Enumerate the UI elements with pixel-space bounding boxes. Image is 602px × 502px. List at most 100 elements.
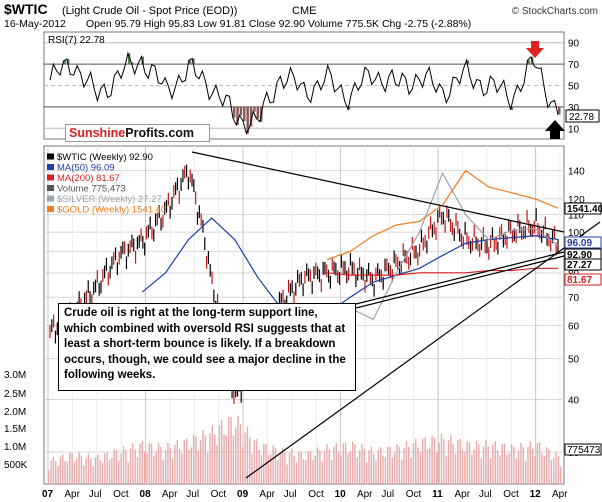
volume-bar xyxy=(494,441,496,484)
price-flag-text: 27.27 xyxy=(567,260,592,271)
volume-bar xyxy=(538,442,541,484)
volume-bar xyxy=(356,457,359,484)
x-tick-label: 07 xyxy=(42,489,54,500)
volume-bar xyxy=(405,441,408,484)
volume-bar xyxy=(94,457,97,484)
volume-bar xyxy=(97,454,99,484)
volume-bar xyxy=(188,449,190,484)
volume-tick-label: 2.0M xyxy=(4,407,26,418)
legend-swatch xyxy=(47,164,54,170)
volume-bar xyxy=(424,437,426,484)
volume-bar xyxy=(398,447,401,484)
volume-bar xyxy=(153,455,155,484)
volume-bar xyxy=(529,441,532,484)
volume-bar xyxy=(204,435,207,484)
volume-bar xyxy=(286,464,288,484)
symbol-title: $WTIC xyxy=(4,1,48,17)
volume-bar xyxy=(181,453,183,484)
rsi-tick-label: 30 xyxy=(568,103,580,114)
volume-bar xyxy=(122,446,125,484)
volume-bar xyxy=(499,455,501,484)
rsi-value-flag xyxy=(565,109,600,123)
legend-entry: Volume 775,473 xyxy=(57,184,126,195)
volume-bar xyxy=(342,443,344,484)
volume-bar xyxy=(319,449,321,484)
volume-bar xyxy=(136,457,139,484)
volume-bar xyxy=(309,450,312,484)
volume-bar xyxy=(155,451,157,484)
volume-bar xyxy=(232,435,235,484)
volume-bar xyxy=(244,432,246,484)
volume-bar xyxy=(99,459,101,484)
volume-bar xyxy=(183,440,185,484)
volume-bar xyxy=(235,427,237,484)
volume-tick-label: 1.5M xyxy=(4,424,26,435)
legend-entry: MA(200) 81.67 xyxy=(57,173,120,184)
series-line-2 xyxy=(327,267,558,276)
volume-bar xyxy=(337,451,340,484)
volume-bar xyxy=(251,453,253,484)
x-axis: 07 Apr Jul Oct 08 Apr Jul Oct 09 Apr Jul Oct 10 Apr Ju… xyxy=(42,489,568,500)
volume-bar xyxy=(174,444,176,484)
x-tick-label: Oct xyxy=(113,489,129,500)
volume-bar xyxy=(496,450,499,484)
volume-bar xyxy=(527,446,529,484)
volume-bar xyxy=(330,459,333,484)
volume-bar xyxy=(422,438,424,484)
x-tick-label: Oct xyxy=(503,489,519,500)
volume-bar xyxy=(377,449,380,484)
volume-bar xyxy=(221,420,223,484)
volume-bar xyxy=(160,446,162,484)
legend-entry: $GOLD (Weekly) 1541.40 xyxy=(57,205,166,216)
price-flag-box xyxy=(564,202,602,215)
volume-bar xyxy=(552,457,555,484)
volume-bar xyxy=(104,453,106,484)
volume-bar xyxy=(501,444,503,484)
volume-bar xyxy=(218,425,221,484)
volume-bar xyxy=(459,438,461,484)
volume-bar xyxy=(522,447,524,484)
logo-part2: Profits.com xyxy=(125,126,195,140)
volume-bar xyxy=(127,462,129,484)
x-tick-label: Oct xyxy=(308,489,324,500)
volume-bar xyxy=(256,438,258,484)
volume-bar xyxy=(450,435,452,484)
x-tick-label: 10 xyxy=(335,489,347,500)
volume-bar xyxy=(76,458,78,484)
volume-bar xyxy=(192,434,195,484)
x-tick-label: Apr xyxy=(454,489,470,500)
volume-bar xyxy=(118,460,120,484)
volume-bar xyxy=(443,438,445,484)
volume-bar xyxy=(464,452,466,484)
x-tick-label: Jul xyxy=(381,489,394,500)
rsi-label: RSI(7) 22.78 xyxy=(48,35,105,46)
volume-bar xyxy=(412,443,415,484)
volume-bar xyxy=(55,461,57,484)
volume-flag-box xyxy=(564,443,602,456)
resistance-trendline xyxy=(191,151,565,233)
volume-bar xyxy=(382,455,384,484)
volume-bar xyxy=(482,446,485,484)
volume-bar xyxy=(506,454,508,484)
sunshine-profits-logo: SunshineProfits.com xyxy=(65,124,210,142)
volume-bar xyxy=(260,455,263,484)
volume-bar xyxy=(431,435,433,484)
symbol-description: (Light Crude Oil - Spot Price (EOD)) xyxy=(62,5,237,17)
volume-flag-text: 775473 xyxy=(567,445,601,456)
volume-bar xyxy=(354,444,356,484)
volume-bar xyxy=(225,435,228,484)
volume-bar xyxy=(211,425,214,484)
volume-bar xyxy=(171,458,174,484)
legend-entry: $WTIC (Weekly) 92.90 xyxy=(57,152,153,163)
x-tick-label: 11 xyxy=(432,489,443,500)
volume-bar xyxy=(125,449,127,484)
volume-bar xyxy=(167,442,169,484)
volume-bar xyxy=(263,443,265,484)
rsi-tick-label: 50 xyxy=(568,82,580,93)
volume-bar xyxy=(426,449,429,484)
volume-axis: 3.0M 2.5M 2.0M 1.5M 1.0M 500K 775473 xyxy=(4,370,602,471)
